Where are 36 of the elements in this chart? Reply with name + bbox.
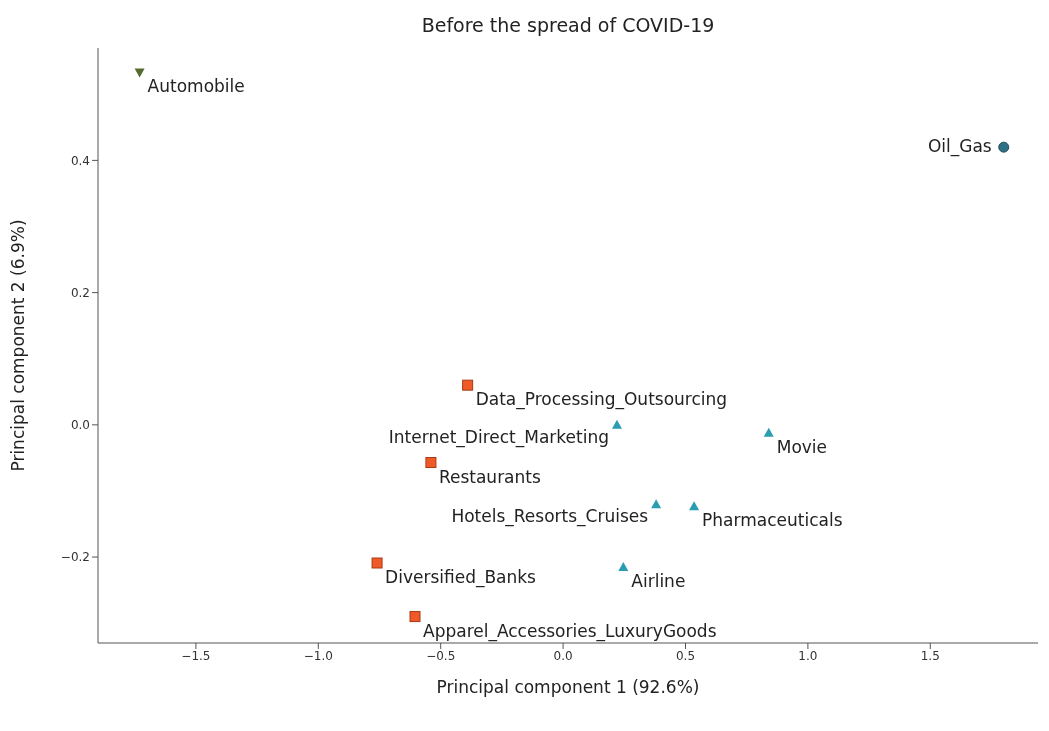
annotation: Oil_Gas [927,136,992,158]
point [425,457,437,469]
point [134,68,145,78]
point [998,141,1010,153]
point [689,501,700,511]
y-tick-label: 0.0 [70,418,90,433]
y-tick-label: 0.4 [70,153,90,168]
point [409,611,421,623]
x-tick-label: 1.0 [798,648,818,663]
y-tick-label: −0.2 [60,550,90,565]
chart-title: Before the spread of COVID-19 [421,14,715,36]
x-tick-label: 0.5 [675,648,696,663]
annotation: Airline [631,570,686,591]
annotation: Pharmaceuticals [702,510,843,531]
x-tick-label: −0.5 [426,648,456,663]
x-tick-label: −1.5 [181,648,211,663]
annotation: Internet_Direct_Marketing [388,426,609,448]
point [462,379,474,391]
annotation: Diversified_Banks [385,567,537,589]
annotation: Apparel_Accessories_LuxuryGoods [423,620,717,642]
y-axis-title: Principal component 2 (6.9%) [8,219,29,472]
point [371,557,383,569]
annotation: Data_Processing_Outsourcing [475,389,728,411]
annotation: Hotels_Resorts_Cruises [451,506,649,528]
annotation: Movie [776,436,828,457]
x-axis-title: Principal component 1 (92.6%) [436,677,700,697]
x-tick-label: −1.0 [303,648,333,663]
y-tick-label: 0.2 [70,285,90,300]
annotation: Automobile [147,76,245,97]
x-tick-label: 0.0 [553,648,573,663]
point [611,419,622,429]
point [763,427,774,437]
annotation: Restaurants [438,466,541,487]
point [618,561,629,571]
point [651,499,662,509]
x-tick-label: 1.5 [920,648,940,663]
